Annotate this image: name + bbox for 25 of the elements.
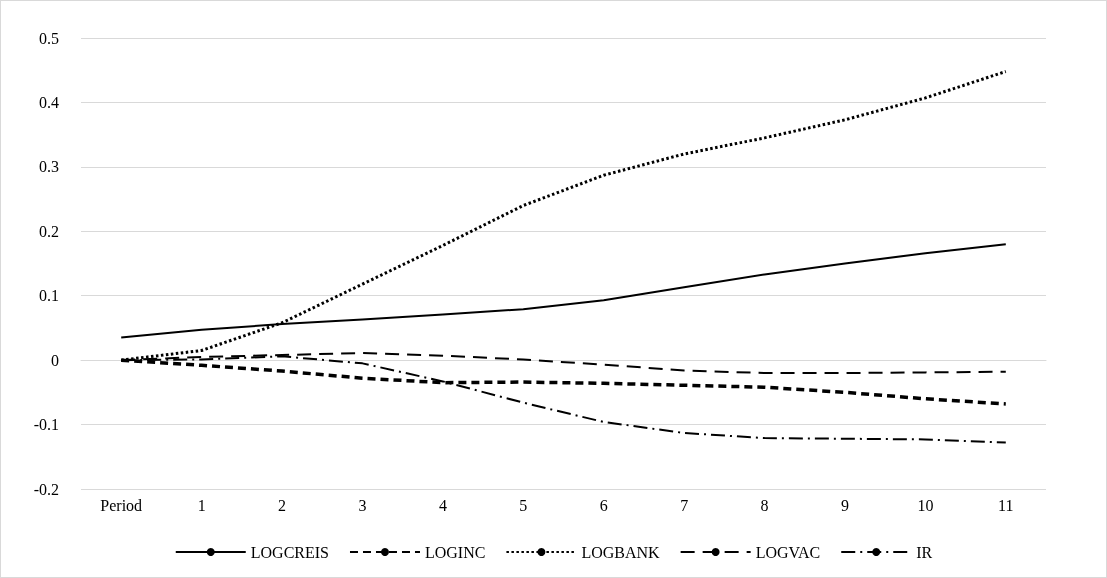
x-tick-label: 8 <box>760 496 769 514</box>
x-tick-label: 1 <box>197 496 206 514</box>
y-tick-label: -0.1 <box>33 416 59 434</box>
y-tick-label: 0.1 <box>39 287 59 305</box>
y-tick-label: 0.2 <box>39 222 59 240</box>
legend-label: LOGVAC <box>755 543 821 561</box>
y-tick-label: 0.4 <box>39 93 59 111</box>
y-tick-label: -0.2 <box>33 480 59 498</box>
x-tick-label: 9 <box>840 496 849 514</box>
legend-label: LOGCREIS <box>250 543 329 561</box>
legend-label: IR <box>916 543 933 561</box>
x-tick-label: 11 <box>998 496 1014 514</box>
x-tick-label: 7 <box>680 496 689 514</box>
legend-label: LOGBANK <box>581 543 661 561</box>
x-tick-label: 10 <box>917 496 934 514</box>
x-tick-label: 4 <box>438 496 447 514</box>
x-tick-label: 5 <box>519 496 528 514</box>
legend-label: LOGINC <box>424 543 486 561</box>
x-tick-label: 3 <box>358 496 367 514</box>
x-tick-label: 6 <box>599 496 608 514</box>
y-tick-label: 0.5 <box>39 29 59 47</box>
x-tick-label: 2 <box>278 496 287 514</box>
y-tick-label: 0 <box>51 351 59 369</box>
y-tick-label: 0.3 <box>39 158 59 176</box>
x-tick-label: Period <box>100 496 143 514</box>
